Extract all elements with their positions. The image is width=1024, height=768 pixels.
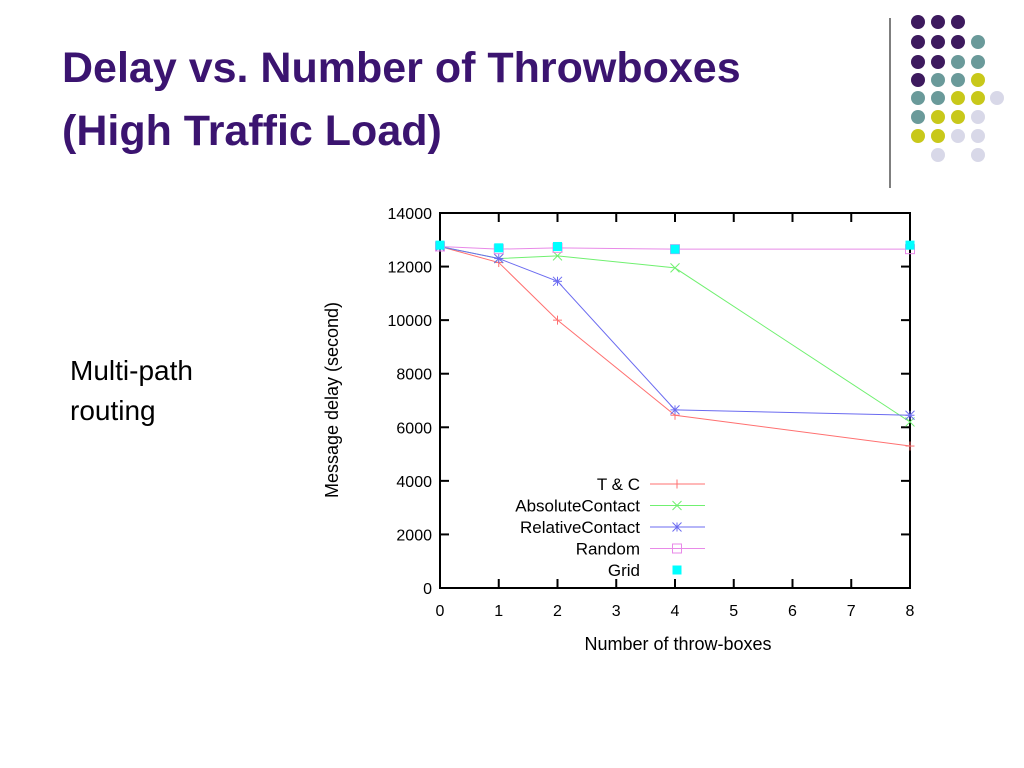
marker-square — [672, 543, 682, 554]
marker — [905, 410, 915, 421]
marker-square — [905, 240, 915, 250]
body-text: routing — [70, 395, 156, 426]
series-line — [439, 245, 911, 423]
legend-label: AbsoluteContact — [515, 497, 640, 516]
marker — [553, 241, 562, 251]
marker — [672, 522, 682, 532]
marker-stroke — [552, 276, 563, 287]
y-axis-label: Message delay (second) — [322, 302, 342, 498]
slide-title: (High Traffic Load) — [62, 107, 442, 155]
y-tick-label: 14000 — [388, 206, 433, 223]
marker — [672, 500, 682, 511]
marker — [672, 479, 682, 489]
y-tick-label: 12000 — [388, 260, 433, 277]
marker — [435, 240, 445, 250]
legend-label: T & C — [597, 475, 640, 494]
dot-pattern — [911, 15, 1004, 162]
marker — [905, 441, 915, 451]
marker-stroke — [672, 522, 682, 532]
marker — [670, 244, 680, 254]
legend-label: Grid — [608, 561, 640, 580]
y-tick-label: 6000 — [396, 420, 432, 437]
marker-stroke — [670, 263, 680, 273]
marker-stroke — [493, 253, 504, 264]
marker — [670, 405, 680, 415]
marker — [552, 276, 563, 287]
marker — [672, 543, 682, 554]
marker-square — [494, 243, 504, 253]
y-tick-label: 0 — [423, 581, 432, 598]
x-tick-label: 4 — [671, 603, 680, 620]
marker-stroke — [672, 500, 682, 511]
marker-square — [435, 240, 445, 250]
plot-frame — [439, 212, 911, 589]
marker-square — [670, 244, 680, 254]
marker — [493, 253, 504, 264]
x-tick-label: 1 — [494, 603, 503, 620]
body-text: Multi-path — [70, 355, 193, 386]
x-tick-label: 3 — [612, 603, 621, 620]
marker — [552, 251, 563, 261]
marker — [672, 565, 682, 575]
marker — [670, 263, 680, 273]
marker-square — [672, 565, 682, 575]
slide-title: Delay vs. Number of Throwboxes — [62, 44, 741, 92]
y-tick-label: 8000 — [396, 367, 432, 384]
y-tick-label: 10000 — [388, 313, 433, 330]
x-axis-label: Number of throw-boxes — [584, 634, 771, 654]
legend-label: Random — [576, 540, 640, 559]
marker-stroke — [670, 405, 680, 415]
x-tick-label: 6 — [788, 603, 797, 620]
decoration — [889, 15, 1004, 188]
marker — [553, 315, 562, 325]
marker-square — [553, 241, 562, 251]
x-tick-label: 0 — [436, 603, 445, 620]
marker-stroke — [552, 251, 563, 261]
x-tick-label: 2 — [553, 603, 562, 620]
x-tick-label: 5 — [729, 603, 738, 620]
marker-stroke — [905, 410, 915, 421]
marker — [494, 243, 504, 253]
series-line — [439, 245, 911, 416]
x-tick-label: 8 — [906, 603, 915, 620]
y-tick-label: 2000 — [396, 527, 432, 544]
marker — [905, 240, 915, 250]
x-tick-label: 7 — [847, 603, 856, 620]
y-tick-label: 4000 — [396, 474, 432, 491]
legend-label: RelativeContact — [520, 518, 640, 537]
